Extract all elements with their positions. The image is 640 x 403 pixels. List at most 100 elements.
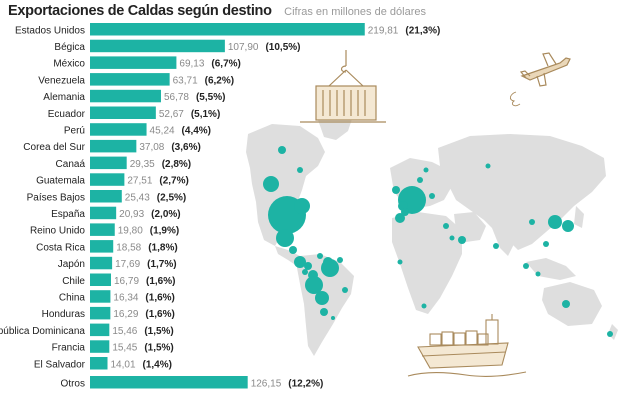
value-label-mexico: 69,13 [179,59,204,70]
category-label-reino-unido: Reino Unido [30,226,85,237]
bubble-spain [395,213,405,223]
value-label-china: 16,34 [113,292,138,303]
bubble-west-africa [397,259,403,265]
value-label-alemania: 56,78 [164,92,189,103]
category-label-honduras: Honduras [42,309,85,320]
category-label-china: China [59,292,86,303]
bubble-canada [278,146,286,154]
value-label-paises-bajos: 25,43 [125,192,150,203]
bubble-turkey [443,223,449,229]
share-labels: (21,3%) (10,5%) (6,7%) (6,2%) (5,5%) (5,1%) (4… [143,25,441,389]
bar-alemania [90,89,161,103]
share-label-peru: (4,4%) [182,125,211,136]
bubble-israel [449,235,455,241]
value-label-corea-del-sur: 37,08 [139,142,164,153]
category-label-ecuador: Ecuador [48,109,86,120]
bar-venezuela [90,73,170,86]
map-africa [392,212,462,314]
share-label-japon: (1,7%) [147,259,176,270]
bar-reino-unido [90,223,115,236]
bubble-mexico-south [289,246,297,254]
bar-paises-bajos [90,190,122,203]
bubble-honduras [304,262,312,270]
category-label-republica-dominicana: República Dominicana [0,326,85,337]
value-label-el-salvador: 14,01 [111,359,136,370]
bubble-new-zealand [607,331,613,337]
bubble-russia-east [485,163,491,169]
category-label-chile: Chile [62,276,85,287]
bar-el-salvador [90,357,108,370]
bar-francia [90,340,110,353]
bar-republica-dominicana [90,323,110,337]
category-label-canaa: Canaá [56,159,86,170]
share-label-paises-bajos: (2,5%) [157,192,186,203]
bar-corea-del-sur [90,139,137,153]
share-label-reino-unido: (1,9%) [150,226,179,237]
share-label-costa-rica: (1,8%) [148,242,177,253]
bubble-canada-east [297,167,303,173]
bubble-france [401,208,409,216]
map-se-asia [526,258,576,280]
bubble-eastern-europe [429,193,435,199]
bar-estados-unidos [90,23,365,36]
bubble-guatemala [294,256,306,268]
value-label-begica: 107,90 [228,42,259,53]
value-label-peru: 45,24 [150,125,175,136]
share-label-chile: (1,6%) [146,276,175,287]
bubble-el-salvador [302,269,308,275]
value-label-venezuela: 63,71 [173,75,198,86]
map-india [492,226,516,256]
category-label-corea-del-sur: Corea del Sur [23,142,85,153]
bubble-korea [548,215,562,229]
bar-japon [90,256,113,270]
map-australia [542,282,602,326]
value-label-otros: 126,15 [251,378,282,389]
bar-otros [90,376,248,389]
bubble-uk [392,186,400,194]
bubble-peru [315,291,329,305]
value-label-reino-unido: 19,80 [118,226,143,237]
map-bubbles [263,146,613,337]
bubble-usa-north [263,176,279,192]
category-label-francia: Francia [52,343,86,354]
bubble-russia [423,167,429,173]
category-label-peru: Perú [64,125,85,136]
bubble-colombia-east [337,257,343,263]
category-label-alemania: Alemania [43,92,85,103]
share-label-mexico: (6,7%) [211,59,240,70]
bar-chile [90,273,111,286]
bubble-taiwan [543,241,549,247]
airplane-icon [509,52,571,107]
bubble-china [529,219,535,225]
bubble-mexico [276,229,294,247]
bar-costa-rica [90,240,114,253]
value-label-canaa: 29,35 [130,159,155,170]
bubble-scandinavia [417,177,423,183]
bubble-japan [562,220,574,232]
category-label-guatemala: Guatemala [36,176,85,187]
value-label-espana: 20,93 [119,209,144,220]
share-label-china: (1,6%) [145,292,174,303]
share-label-el-salvador: (1,4%) [143,359,172,370]
share-label-francia: (1,5%) [144,343,173,354]
category-label-japon: Japón [58,259,85,270]
category-label-el-salvador: El Salvador [34,359,86,370]
value-labels: 219,81 107,90 69,13 63,71 56,78 52,67 45,24 37,… [111,25,399,389]
chart-title: Exportaciones de Caldas según destino [8,3,272,19]
bubble-ecuador [305,276,323,294]
bar-espana [90,206,117,220]
bubble-south-africa [421,303,427,309]
category-label-paises-bajos: Países Bajos [27,192,85,203]
value-label-guatemala: 27,51 [127,176,152,187]
bar-peru [90,123,147,136]
map-arabia [454,212,486,242]
bar-guatemala [90,173,125,186]
value-label-republica-dominicana: 15,46 [112,326,137,337]
map-asia [438,134,606,250]
share-label-otros: (12,2%) [288,378,323,389]
bubble-india [493,243,499,249]
bubble-caribbean [317,253,323,259]
value-label-ecuador: 52,67 [159,109,184,120]
share-label-honduras: (1,6%) [145,309,174,320]
